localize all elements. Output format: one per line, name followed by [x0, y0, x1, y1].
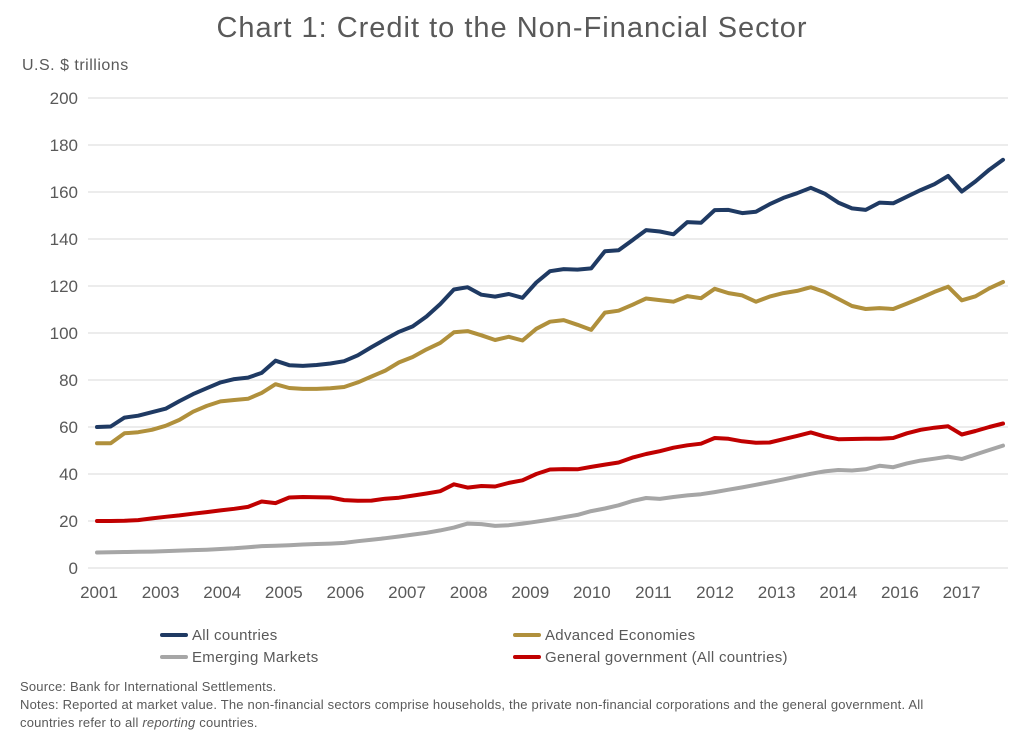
- legend-swatch-all-countries: [160, 633, 188, 637]
- y-tick-label-100: 100: [50, 324, 78, 343]
- x-tick-label-2013: 2013: [758, 583, 796, 602]
- x-tick-label-2008: 2008: [450, 583, 488, 602]
- y-tick-label-180: 180: [50, 136, 78, 155]
- legend-swatch-advanced-economies: [513, 633, 541, 637]
- series-line-emerging-markets: [95, 443, 1005, 555]
- x-tick-label-2007: 2007: [388, 583, 426, 602]
- y-tick-label-40: 40: [59, 465, 78, 484]
- x-tick-label-2005: 2005: [265, 583, 303, 602]
- legend-item-advanced-economies: Advanced Economies: [513, 626, 696, 644]
- x-tick-label-2016: 2016: [881, 583, 919, 602]
- x-tick-label-2009: 2009: [511, 583, 549, 602]
- legend-label: Emerging Markets: [192, 648, 319, 666]
- x-tick-label-2011: 2011: [635, 583, 672, 602]
- legend-swatch-general-government: [513, 655, 541, 659]
- y-tick-label-80: 80: [59, 371, 78, 390]
- y-tick-label-120: 120: [50, 277, 78, 296]
- y-tick-label-200: 200: [50, 89, 78, 108]
- source-line: Source: Bank for International Settlemen…: [20, 678, 936, 696]
- legend-label: All countries: [192, 626, 278, 644]
- notes-italic-word: reporting: [142, 714, 196, 730]
- x-tick-label-2014: 2014: [819, 583, 857, 602]
- x-tick-label-2003: 2003: [142, 583, 180, 602]
- y-axis-unit-label: U.S. $ trillions: [22, 57, 129, 74]
- y-tick-label-60: 60: [59, 418, 78, 437]
- legend-item-emerging-markets: Emerging Markets: [160, 648, 319, 666]
- notes-text: Notes: Reported at market value. The non…: [20, 696, 924, 730]
- series-line-advanced-economies: [95, 280, 1005, 446]
- legend-label: General government (All countries): [545, 648, 788, 666]
- legend-item-general-government: General government (All countries): [513, 648, 788, 666]
- y-tick-label-160: 160: [50, 183, 78, 202]
- x-tick-label-2010: 2010: [573, 583, 611, 602]
- notes-line: Notes: Reported at market value. The non…: [20, 696, 936, 732]
- footer-notes: Source: Bank for International Settlemen…: [20, 678, 936, 732]
- x-tick-label-2017: 2017: [943, 583, 981, 602]
- legend-swatch-emerging-markets: [160, 655, 188, 659]
- y-tick-label-0: 0: [69, 559, 78, 578]
- legend-label: Advanced Economies: [545, 626, 696, 644]
- series-line-all-countries: [95, 157, 1005, 429]
- legend-item-all-countries: All countries: [160, 626, 278, 644]
- x-tick-label-2006: 2006: [327, 583, 365, 602]
- x-tick-label-2004: 2004: [203, 583, 241, 602]
- plot-area: 0 20 40 60 80 100 120 140 160 180 200 2001 2003 2004 2…: [50, 89, 1008, 602]
- y-tick-label-140: 140: [50, 230, 78, 249]
- source-text: Source: Bank for International Settlemen…: [20, 679, 277, 694]
- chart-title: Chart 1: Credit to the Non-Financial Sec…: [216, 12, 808, 44]
- notes-text-end: countries.: [195, 714, 258, 730]
- y-tick-label-20: 20: [59, 512, 78, 531]
- x-tick-label-2012: 2012: [696, 583, 734, 602]
- x-tick-label-2001: 2001: [80, 583, 118, 602]
- series-line-general-government-all-countries: [95, 421, 1005, 523]
